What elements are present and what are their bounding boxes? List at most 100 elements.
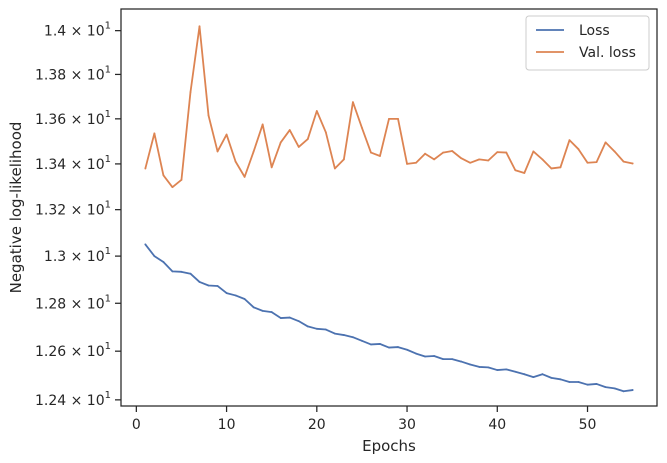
data-point xyxy=(559,378,562,381)
data-point xyxy=(324,131,327,134)
data-point xyxy=(496,369,499,371)
data-point xyxy=(586,383,589,386)
data-point xyxy=(153,255,156,258)
x-tick-label: 10 xyxy=(218,417,236,433)
data-point xyxy=(631,162,634,165)
y-tick-exponent: 1 xyxy=(105,21,111,32)
data-point xyxy=(541,158,544,161)
data-point xyxy=(550,167,553,170)
data-point xyxy=(261,309,264,312)
series-layer xyxy=(144,25,634,393)
y-tick-exponent: 1 xyxy=(105,200,111,211)
data-point xyxy=(532,376,535,379)
data-point xyxy=(487,366,490,369)
data-point xyxy=(379,155,381,157)
data-point xyxy=(388,346,390,349)
data-point xyxy=(442,151,445,154)
data-point xyxy=(460,157,463,160)
y-tick-exponent: 1 xyxy=(105,154,111,165)
data-point xyxy=(415,161,417,164)
data-point xyxy=(478,158,481,161)
data-point xyxy=(379,343,381,345)
data-point xyxy=(622,390,625,393)
data-point xyxy=(604,386,607,389)
data-point xyxy=(622,160,625,163)
y-tick-exponent: 1 xyxy=(105,246,111,257)
x-axis-ticks: 0 10 20 30 40 50 xyxy=(132,406,597,433)
data-point xyxy=(342,334,345,336)
data-point xyxy=(352,336,354,339)
plot-area xyxy=(120,8,658,407)
data-point xyxy=(198,281,201,283)
data-point xyxy=(613,150,616,153)
data-point xyxy=(424,355,426,358)
y-tick-label: 1.3 × 101 xyxy=(44,246,111,265)
y-axis-title: Negative log-likelihood xyxy=(7,122,25,294)
data-point xyxy=(297,320,300,323)
data-point xyxy=(523,172,526,174)
y-tick-exponent: 1 xyxy=(105,341,111,352)
legend: Loss Val. loss xyxy=(525,15,650,71)
data-point xyxy=(252,306,255,309)
data-point xyxy=(243,175,246,178)
data-point xyxy=(577,148,580,151)
data-point xyxy=(397,117,399,120)
data-point xyxy=(225,133,228,136)
data-point xyxy=(361,126,363,129)
x-tick-label: 0 xyxy=(132,417,141,433)
y-tick-exponent: 1 xyxy=(105,390,111,401)
data-point xyxy=(631,389,634,391)
data-point xyxy=(270,311,273,313)
data-point xyxy=(306,138,309,140)
data-point xyxy=(153,132,156,135)
data-point xyxy=(207,284,210,287)
data-point xyxy=(144,243,147,246)
y-tick-label: 1.24 × 101 xyxy=(35,390,111,409)
y-tick-exponent: 1 xyxy=(105,64,111,75)
data-point xyxy=(180,270,183,273)
data-point xyxy=(613,387,616,390)
data-point xyxy=(216,150,219,153)
data-point xyxy=(315,327,318,330)
data-point xyxy=(261,123,264,126)
data-point xyxy=(568,381,571,383)
data-point xyxy=(297,146,300,148)
data-point xyxy=(243,298,246,300)
data-point xyxy=(225,292,228,294)
data-point xyxy=(550,376,553,379)
series-loss xyxy=(144,243,634,393)
data-point xyxy=(433,355,436,357)
data-point xyxy=(324,328,327,331)
data-point xyxy=(162,261,165,263)
y-tick-mantissa: 1.34 × 10 xyxy=(35,157,105,173)
x-tick-label: 50 xyxy=(579,417,597,433)
y-tick-label: 1.34 × 101 xyxy=(35,154,111,173)
y-tick-label: 1.36 × 101 xyxy=(35,109,111,128)
data-point xyxy=(315,110,318,112)
y-tick-mantissa: 1.24 × 10 xyxy=(35,393,105,409)
data-point xyxy=(541,373,544,376)
data-point xyxy=(460,360,463,363)
data-point xyxy=(415,352,417,355)
data-point xyxy=(180,178,183,181)
y-tick-label: 1.32 × 101 xyxy=(35,200,111,219)
data-point xyxy=(252,150,255,153)
data-point xyxy=(234,294,237,297)
data-point xyxy=(514,169,517,172)
data-point xyxy=(342,158,345,161)
data-point xyxy=(424,152,426,155)
legend-label: Loss xyxy=(579,23,610,39)
data-point xyxy=(270,166,273,169)
y-tick-mantissa: 1.3 × 10 xyxy=(44,249,105,265)
data-point xyxy=(469,161,472,164)
data-point xyxy=(370,151,372,154)
data-point xyxy=(505,151,508,154)
x-tick-label: 30 xyxy=(398,417,416,433)
data-point xyxy=(370,343,372,346)
y-tick-mantissa: 1.38 × 10 xyxy=(35,67,105,83)
data-point xyxy=(604,141,607,144)
data-point xyxy=(189,91,192,94)
